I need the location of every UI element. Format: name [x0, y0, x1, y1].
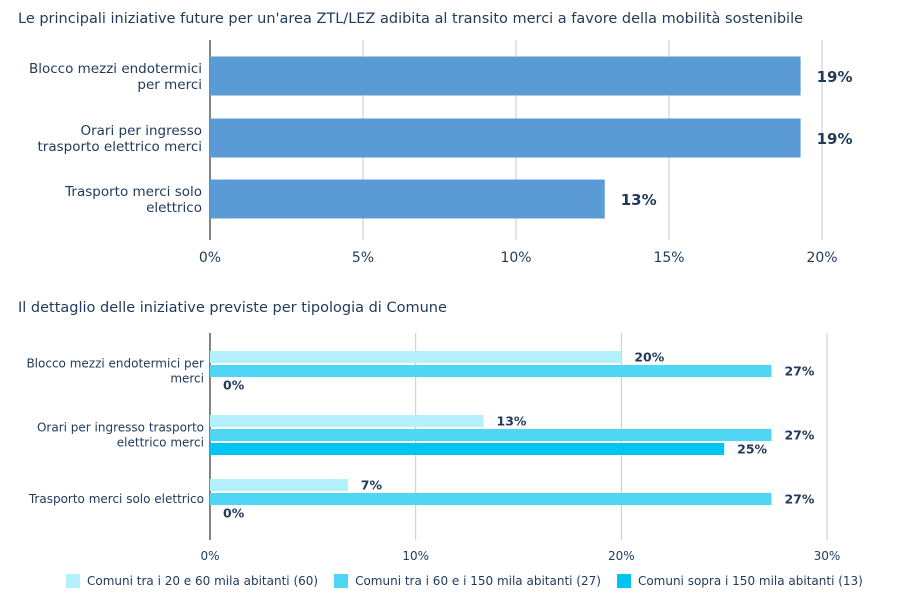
- legend-item-series-3: Comuni sopra i 150 mila abitanti (13): [616, 574, 863, 588]
- chart2-title: Il dettaglio delle iniziative previste p…: [18, 300, 447, 316]
- chart1-category-label: per merci: [137, 77, 202, 93]
- legend-swatch-series-1: [66, 574, 80, 588]
- legend-label-series-2: Comuni tra i 60 e i 150 mila abitanti (2…: [355, 574, 601, 588]
- chart1-category-label: elettrico: [146, 200, 202, 216]
- chart2-data-label: 27%: [784, 428, 814, 443]
- legend-label-series-1: Comuni tra i 20 e 60 mila abitanti (60): [87, 574, 319, 588]
- chart2-category-label: merci: [170, 372, 204, 386]
- legend-label-series-3: Comuni sopra i 150 mila abitanti (13): [637, 574, 863, 588]
- chart1-category-label: Blocco mezzi endotermici: [29, 61, 202, 77]
- chart2-data-label: 25%: [737, 442, 767, 457]
- chart2-bar: [210, 493, 772, 505]
- chart1-xtick-label: 10%: [500, 250, 531, 266]
- chart1-data-label: 19%: [817, 130, 853, 148]
- chart2-data-label: 0%: [223, 506, 245, 521]
- legend-item-series-1: Comuni tra i 20 e 60 mila abitanti (60): [66, 574, 318, 588]
- legend-swatch-series-3: [616, 574, 631, 588]
- chart1-data-label: 19%: [817, 68, 853, 86]
- chart2-bar: [210, 351, 622, 363]
- chart2-data-label: 27%: [784, 492, 814, 507]
- legend-item-series-2: Comuni tra i 60 e i 150 mila abitanti (2…: [334, 574, 601, 588]
- chart2-category-label: Blocco mezzi endotermici per: [26, 357, 204, 371]
- chart2-data-label: 20%: [634, 350, 664, 365]
- chart2-data-label: 27%: [784, 364, 814, 379]
- chart2-xtick-label: 10%: [402, 549, 429, 563]
- chart1-category-label: Trasporto merci solo: [64, 184, 202, 200]
- chart2-category-label: elettrico merci: [117, 436, 204, 450]
- chart1-category-label: trasporto elettrico merci: [38, 139, 202, 155]
- chart2-category-label: Orari per ingresso trasporto: [37, 421, 204, 435]
- chart1-category-label: Orari per ingresso: [80, 123, 202, 139]
- chart2-bar: [210, 479, 348, 491]
- chart2-xtick-label: 0%: [200, 549, 219, 563]
- chart1-xtick-label: 0%: [199, 250, 221, 266]
- chart2-xtick-label: 20%: [608, 549, 635, 563]
- chart1-xtick-label: 20%: [806, 250, 837, 266]
- chart1-bar: [210, 179, 605, 219]
- chart2-bar: [210, 429, 772, 441]
- chart2-category-label: Trasporto merci solo elettrico: [28, 492, 204, 506]
- chart1-xtick-label: 15%: [653, 250, 684, 266]
- chart2-data-label: 13%: [497, 414, 527, 429]
- chart1-xtick-label: 5%: [352, 250, 374, 266]
- chart2-data-label: 0%: [223, 378, 245, 393]
- chart1-bar: [210, 118, 801, 158]
- chart2-bar: [210, 415, 484, 427]
- chart1-bar: [210, 56, 801, 96]
- chart2-bar: [210, 443, 725, 455]
- chart1-title: Le principali iniziative future per un'a…: [18, 11, 804, 27]
- chart2-bar: [210, 365, 772, 377]
- chart2-data-label: 7%: [361, 478, 383, 493]
- chart2-legend: Comuni tra i 20 e 60 mila abitanti (60) …: [66, 574, 879, 588]
- chart2-xtick-label: 30%: [814, 549, 841, 563]
- legend-swatch-series-2: [334, 574, 349, 588]
- chart1-data-label: 13%: [621, 191, 657, 209]
